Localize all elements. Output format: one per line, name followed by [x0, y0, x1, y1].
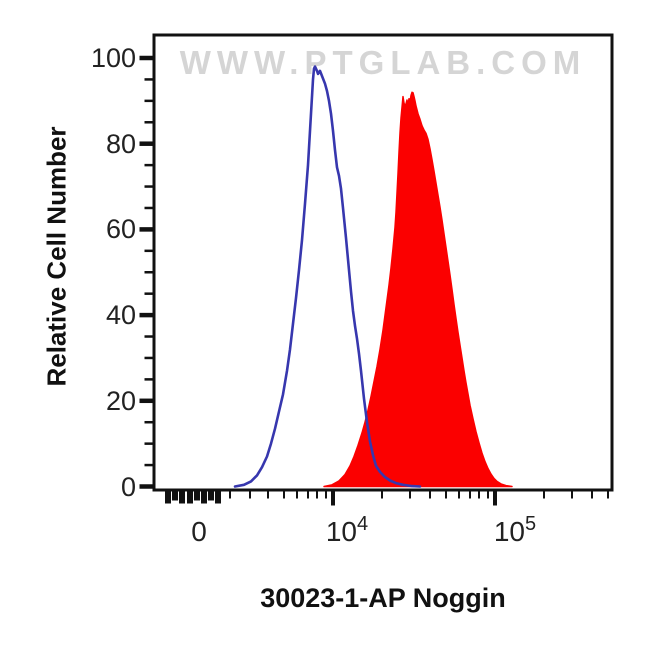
- x-tick-label: 105: [493, 513, 537, 547]
- y-tick-label: 40: [105, 300, 136, 331]
- y-tick-label: 60: [105, 214, 136, 245]
- y-tick-label: 0: [120, 471, 136, 502]
- y-axis-title: Relative Cell Number: [41, 126, 72, 387]
- blue-open-histogram: [233, 65, 422, 488]
- x-tick-label: 104: [325, 513, 369, 547]
- plot-frame: [152, 33, 614, 492]
- y-tick-label: 100: [90, 43, 136, 73]
- red-filled-histogram: [323, 91, 513, 488]
- y-tick-label: 20: [105, 385, 136, 416]
- y-tick-label: 80: [105, 128, 136, 159]
- watermark: WWW.PTGLAB.COM: [179, 44, 587, 81]
- x-axis-title: 30023-1-AP Noggin: [260, 583, 506, 613]
- x-tick-label: 0: [191, 516, 207, 547]
